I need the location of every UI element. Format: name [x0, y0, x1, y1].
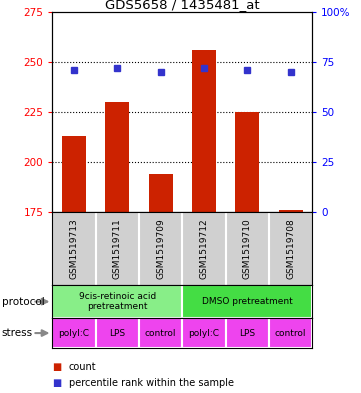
Text: protocol: protocol: [2, 297, 44, 307]
Bar: [52, 318, 96, 348]
Text: GSM1519713: GSM1519713: [70, 218, 78, 279]
Bar: [226, 318, 269, 348]
Bar: [52, 285, 182, 318]
Text: LPS: LPS: [239, 329, 255, 338]
Text: ■: ■: [52, 362, 62, 373]
Title: GDS5658 / 1435481_at: GDS5658 / 1435481_at: [105, 0, 260, 11]
Bar: [149, 174, 173, 212]
Text: polyI:C: polyI:C: [188, 329, 219, 338]
Text: control: control: [145, 329, 177, 338]
Text: stress: stress: [2, 328, 33, 338]
Bar: [235, 112, 259, 212]
Text: percentile rank within the sample: percentile rank within the sample: [69, 378, 234, 388]
Bar: [96, 318, 139, 348]
Text: polyI:C: polyI:C: [58, 329, 90, 338]
Text: GSM1519710: GSM1519710: [243, 218, 252, 279]
Text: 9cis-retinoic acid
pretreatment: 9cis-retinoic acid pretreatment: [79, 292, 156, 311]
Bar: [279, 210, 303, 212]
Text: GSM1519709: GSM1519709: [156, 218, 165, 279]
Text: GSM1519712: GSM1519712: [200, 218, 208, 279]
Text: control: control: [275, 329, 306, 338]
Bar: [105, 102, 129, 212]
Text: GSM1519708: GSM1519708: [286, 218, 295, 279]
Text: ■: ■: [52, 378, 62, 388]
Text: GSM1519711: GSM1519711: [113, 218, 122, 279]
Text: DMSO pretreatment: DMSO pretreatment: [202, 297, 293, 306]
Bar: [62, 136, 86, 212]
Bar: [192, 50, 216, 212]
Bar: [269, 318, 312, 348]
Bar: [139, 318, 182, 348]
Text: LPS: LPS: [109, 329, 125, 338]
Bar: [182, 318, 226, 348]
Bar: [182, 285, 312, 318]
Text: count: count: [69, 362, 96, 373]
